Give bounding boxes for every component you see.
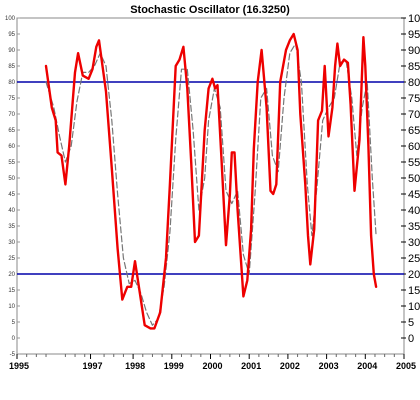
right-y-tick-label: 20 [408,269,420,281]
left-y-tick-label: 70 [8,112,15,118]
left-y-tick-label: 60 [8,144,15,150]
right-y-tick-label: 65 [408,125,420,137]
right-y-tick-label: 25 [408,253,420,265]
left-y-tick-label: -5 [10,352,16,358]
left-y-tick-label: 15 [8,288,15,294]
right-y-tick-label: 100 [408,13,420,25]
left-y-tick-label: 75 [8,96,15,102]
left-y-tick-label: 65 [8,128,15,134]
right-y-tick-label: 60 [408,141,420,153]
left-y-tick-label: 100 [5,16,16,22]
x-tick-label: 1999 [164,361,184,371]
x-tick-label: 1997 [83,361,103,371]
right-y-tick-label: 55 [408,157,420,169]
left-y-tick-label: 20 [8,272,15,278]
left-y-tick-label: 5 [12,320,16,326]
left-y-axis: -5 0 5 10 15 20 25 30 35 40 45 50 55 60 65 70 75 80 85 90 95… [5,16,20,358]
left-y-tick-label: 95 [8,32,15,38]
left-y-tick-label: 10 [8,304,15,310]
x-tick-label: 2001 [241,361,261,371]
left-y-tick-label: 55 [8,160,15,166]
x-axis: 1995 1997 1998 1999 2000 2001 2002 2003 2004 2005 [9,354,416,371]
right-y-tick-label: 90 [408,45,420,57]
right-y-tick-label: 0 [408,333,414,345]
left-y-tick-label: 35 [8,224,15,230]
right-y-tick-label: 85 [408,61,420,73]
right-y-tick-label: 30 [408,237,420,249]
left-y-tick-label: 90 [8,48,15,54]
right-y-tick-label: 15 [408,285,420,297]
right-y-tick-label: 80 [408,77,420,89]
x-tick-label: 2005 [396,361,416,371]
x-tick-label: 2000 [202,361,222,371]
right-y-tick-label: 5 [408,317,414,329]
right-y-tick-label: 50 [408,173,420,185]
right-y-tick-label: 75 [408,93,420,105]
x-tick-label: 2003 [319,361,339,371]
left-y-tick-label: 0 [12,336,16,342]
x-tick-label: 1995 [9,361,29,371]
left-y-tick-label: 30 [8,240,15,246]
right-y-tick-label: 10 [408,301,420,313]
x-tick-label: 2002 [280,361,300,371]
right-y-tick-label: 40 [408,205,420,217]
oscillator-line-solid [44,32,378,330]
left-y-tick-label: 45 [8,192,15,198]
right-y-tick-label: 70 [408,109,420,121]
x-tick-label: 1998 [125,361,145,371]
left-y-tick-label: 85 [8,64,15,70]
series-layer [44,32,378,330]
left-y-tick-label: 80 [8,80,15,86]
right-y-axis: 0 5 10 15 20 25 30 35 40 45 50 55 60 65 70 75 80 85 90 95 10… [401,13,420,345]
right-y-tick-label: 35 [408,221,420,233]
right-y-tick-label: 45 [408,189,420,201]
chart-title: Stochastic Oscillator (16.3250) [130,4,290,16]
left-y-tick-label: 50 [8,176,15,182]
x-tick-label: 2004 [357,361,377,371]
left-y-tick-label: 25 [8,256,15,262]
right-y-tick-label: 95 [408,29,420,41]
left-y-tick-label: 40 [8,208,15,214]
